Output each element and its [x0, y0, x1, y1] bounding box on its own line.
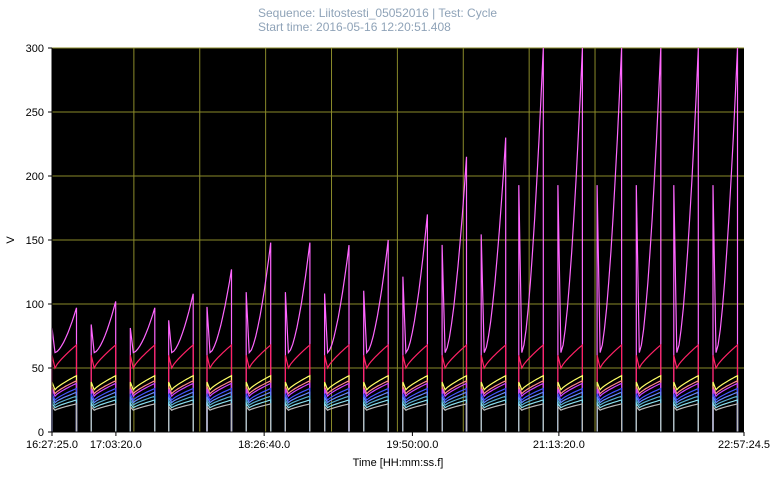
series-line — [51, 47, 739, 432]
chart-title: Sequence: Liitostesti_05052016 | Test: C… — [258, 6, 498, 20]
x-tick-label: 21:13:20.0 — [533, 439, 585, 451]
x-tick-label: 19:50:00.0 — [386, 439, 438, 451]
series-line — [51, 374, 739, 432]
series-line — [51, 387, 739, 432]
series-line — [51, 382, 739, 432]
y-axis-label: V — [5, 236, 17, 244]
series-layer — [51, 47, 739, 432]
x-tick-label: 16:27:25.0 — [26, 439, 78, 451]
y-tick-label: 0 — [38, 427, 44, 439]
x-axis-label: Time [HH:mm:ss.f] — [353, 457, 444, 469]
y-tick-label: 300 — [26, 43, 44, 55]
series-line — [51, 399, 739, 432]
chart-subtitle: Start time: 2016-05-16 12:20:51.408 — [258, 20, 451, 34]
series-line — [51, 391, 739, 432]
series-line — [51, 379, 739, 432]
x-tick-label: 18:26:40.0 — [238, 439, 290, 451]
series-line — [51, 343, 739, 432]
axes: 0 50 100 150 200 250 300 16:27:25.0 17:03:20.0 18… — [26, 43, 770, 451]
y-tick-label: 200 — [26, 171, 44, 183]
series-line — [51, 403, 739, 432]
y-tick-label: 250 — [26, 107, 44, 119]
series-line — [51, 395, 739, 432]
x-tick-label: 22:57:24.5 — [718, 439, 770, 451]
y-tick-label: 150 — [26, 235, 44, 247]
y-tick-label: 100 — [26, 299, 44, 311]
x-tick-label: 17:03:20.0 — [90, 439, 142, 451]
y-tick-label: 50 — [32, 363, 44, 375]
